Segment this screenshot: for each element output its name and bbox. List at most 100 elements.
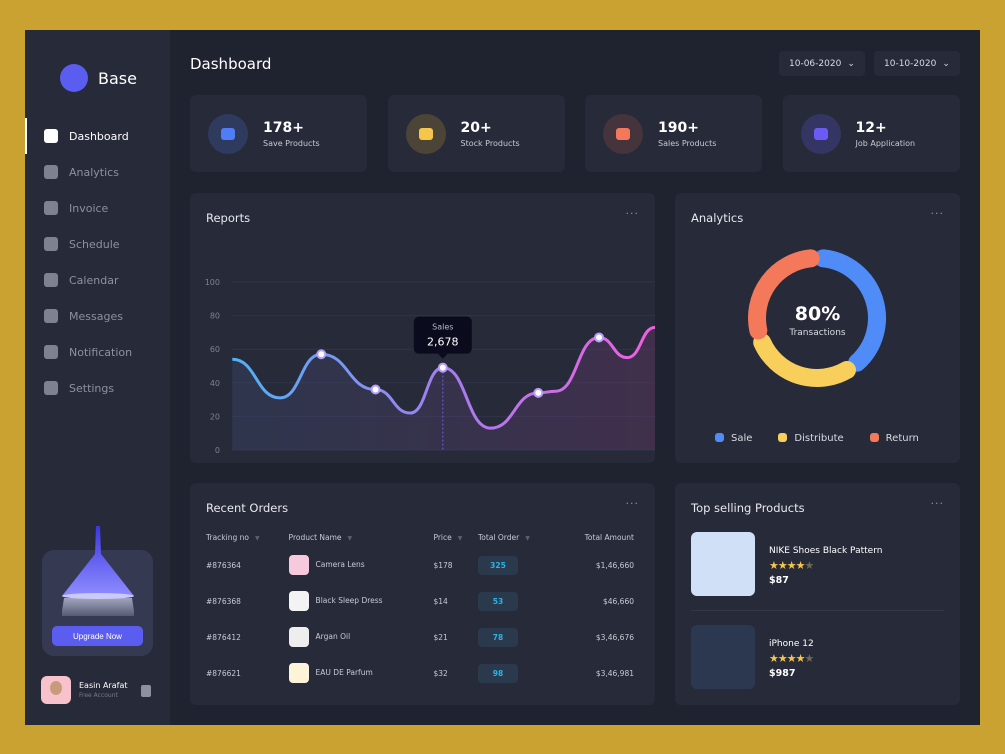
table-row[interactable]: #876364 Camera Lens $178 325 $1,46,660 [206,547,634,583]
legend-label: Sale [731,433,753,444]
sort-icon[interactable]: ▼ [525,534,530,542]
y-tick-label: 100 [205,278,220,287]
product-cell: Camera Lens [288,547,434,583]
sidebar-item-messages[interactable]: Messages [25,298,170,334]
x-tick-label: 02am [403,462,426,463]
sidebar-item-schedule[interactable]: Schedule [25,226,170,262]
sort-icon[interactable]: ▼ [347,534,353,542]
sidebar-item-invoice[interactable]: Invoice [25,190,170,226]
stat-card: 178+ Save Products [190,95,367,172]
invoice-icon [44,201,58,215]
upgrade-now-button[interactable]: Upgrade Now [52,626,143,646]
data-point[interactable] [316,349,327,360]
product-name: iPhone 12 [769,639,814,649]
sort-icon[interactable]: ▼ [457,534,463,542]
schedule-icon [44,237,58,251]
grid-icon [44,129,58,143]
more-options-icon[interactable]: ··· [930,497,944,510]
sidebar-item-label: Schedule [69,237,120,251]
logout-icon[interactable] [141,685,151,697]
sidebar-item-settings[interactable]: Settings [25,370,170,406]
product-thumbnail [288,591,309,611]
user-name: Easin Arafat [79,681,128,690]
tooltip-value: 2,678 [427,336,459,349]
product-item[interactable]: NIKE Shoes Black Pattern ★★★★★ $87 [691,532,882,596]
sidebar-nav: Dashboard Analytics Invoice Schedule Calenda… [25,118,170,406]
stat-icon [603,113,643,154]
x-tick-label: 07am [620,462,643,463]
sidebar: Base Dashboard Analytics Invoice Schedule Ca… [25,30,170,725]
sidebar-item-label: Calendar [69,273,119,287]
sidebar-item-dashboard[interactable]: Dashboard [25,118,170,154]
product-item[interactable]: iPhone 12 ★★★★★ $987 [691,625,814,689]
date-from-select[interactable]: 10-06-2020 ⌄ [779,51,865,76]
data-point[interactable] [594,332,605,343]
donut-caption: Transactions [789,328,846,338]
total-amount: $3,46,981 [595,668,634,678]
price: $21 [433,632,448,642]
gear-icon [44,381,58,395]
donut-segment-sale[interactable] [814,249,886,372]
data-point[interactable] [533,387,544,398]
data-point[interactable] [437,362,448,373]
table-row[interactable]: #876368 Black Sleep Dress $14 53 $46,660 [206,583,634,619]
orders-table: Tracking no ▼ Product Name ▼ Price ▼ Total Ord… [206,527,634,691]
tracking-no: #876621 [206,668,241,678]
column-label: Price [433,532,452,542]
stat-value: 20+ [460,119,492,136]
legend-item: Distribute [778,433,844,444]
calendar-icon [44,273,58,287]
bell-icon [44,345,58,359]
sidebar-item-notification[interactable]: Notification [25,334,170,370]
column-label: Product Name [288,532,342,542]
sidebar-item-label: Settings [69,381,115,395]
user-plan: Free Account [79,692,118,699]
sidebar-item-calendar[interactable]: Calendar [25,262,170,298]
column-header[interactable]: Tracking no ▼ [206,527,289,547]
lamp-illustration [62,526,134,616]
logo[interactable]: Base [60,64,137,92]
donut-segment-return[interactable] [748,249,820,340]
total-amount: $1,46,660 [595,560,634,570]
sort-icon[interactable]: ▼ [254,534,260,542]
stat-card: 20+ Stock Products [387,95,565,172]
x-tick-label: 03am [447,462,470,463]
column-header[interactable]: Product Name ▼ [289,527,434,547]
donut-segment-distribute[interactable] [753,333,856,387]
donut-legend: Sale Distribute Return [715,433,919,444]
x-tick-label: 12am [316,462,339,463]
product-thumbnail [288,627,309,647]
column-header[interactable]: Price ▼ [433,527,478,547]
total-amount: $46,660 [602,596,634,606]
total-order-badge: 325 [478,555,518,575]
table-row[interactable]: #876412 Argan Oil $21 78 $3,46,676 [206,619,634,655]
price: $178 [433,560,453,570]
data-point[interactable] [370,384,381,395]
main-content: Dashboard 10-06-2020 ⌄ 10-10-2020 ⌄ 178+ Sa… [170,30,980,725]
recent-orders-title: Recent Orders [206,501,289,515]
upgrade-card: Upgrade Now [42,526,153,656]
table-row[interactable]: #876621 EAU DE Parfum $32 98 $3,46,981 [206,655,634,691]
more-options-icon[interactable]: ··· [930,207,944,220]
user-profile[interactable]: Easin Arafat Free Account [41,676,127,704]
column-header[interactable]: Total Amount [558,527,634,547]
product-price: $87 [769,575,789,586]
y-tick-label: 0 [215,446,220,455]
sidebar-item-label: Dashboard [69,129,129,143]
date-to-select[interactable]: 10-10-2020 ⌄ [874,51,960,76]
reports-title: Reports [206,211,251,225]
sidebar-item-analytics[interactable]: Analytics [25,154,170,190]
product-name: Argan Oil [315,632,351,641]
stat-value: 12+ [855,119,887,136]
column-header[interactable]: Total Order ▼ [478,527,558,547]
top-selling-title: Top selling Products [691,501,805,515]
x-tick-label: 10am [230,462,253,463]
product-name: NIKE Shoes Black Pattern [769,546,883,556]
column-label: Tracking no [206,532,249,542]
more-options-icon[interactable]: ··· [625,497,639,510]
more-options-icon[interactable]: ··· [625,207,639,220]
legend-item: Sale [715,433,752,444]
stat-icon [208,113,248,154]
column-label: Total Amount [584,532,634,542]
y-tick-label: 80 [210,312,220,321]
